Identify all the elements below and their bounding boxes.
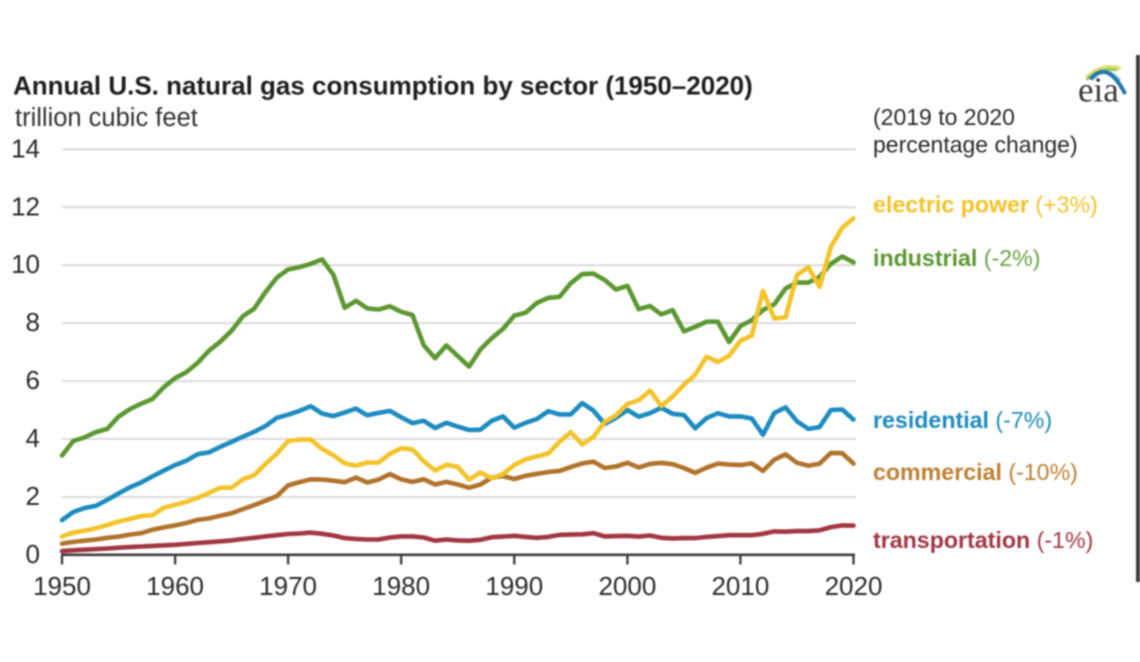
svg-text:percentage change): percentage change) [873, 132, 1078, 158]
svg-text:2020: 2020 [825, 571, 883, 601]
svg-text:1950: 1950 [33, 571, 91, 601]
svg-text:2010: 2010 [711, 571, 769, 601]
svg-text:1980: 1980 [372, 571, 430, 601]
svg-text:transportation (-1%): transportation (-1%) [873, 527, 1093, 553]
svg-text:commercial (-10%): commercial (-10%) [873, 459, 1078, 485]
svg-text:1960: 1960 [146, 571, 204, 601]
svg-text:residential (-7%): residential (-7%) [873, 407, 1052, 433]
svg-text:1990: 1990 [485, 571, 543, 601]
svg-text:2: 2 [26, 481, 40, 511]
svg-text:trillion cubic feet: trillion cubic feet [15, 104, 198, 132]
svg-text:10: 10 [11, 249, 40, 279]
svg-text:2000: 2000 [598, 571, 656, 601]
svg-text:0: 0 [26, 539, 40, 569]
svg-text:8: 8 [26, 307, 40, 337]
svg-text:14: 14 [11, 133, 40, 163]
svg-text:(2019 to 2020: (2019 to 2020 [873, 104, 1015, 130]
svg-text:industrial (-2%): industrial (-2%) [873, 245, 1040, 271]
svg-text:Annual U.S. natural gas consum: Annual U.S. natural gas consumption by s… [13, 71, 753, 101]
svg-text:6: 6 [26, 365, 40, 395]
svg-text:1970: 1970 [259, 571, 317, 601]
svg-text:4: 4 [26, 423, 40, 453]
svg-text:12: 12 [11, 191, 40, 221]
svg-text:electric power (+3%): electric power (+3%) [873, 192, 1098, 218]
